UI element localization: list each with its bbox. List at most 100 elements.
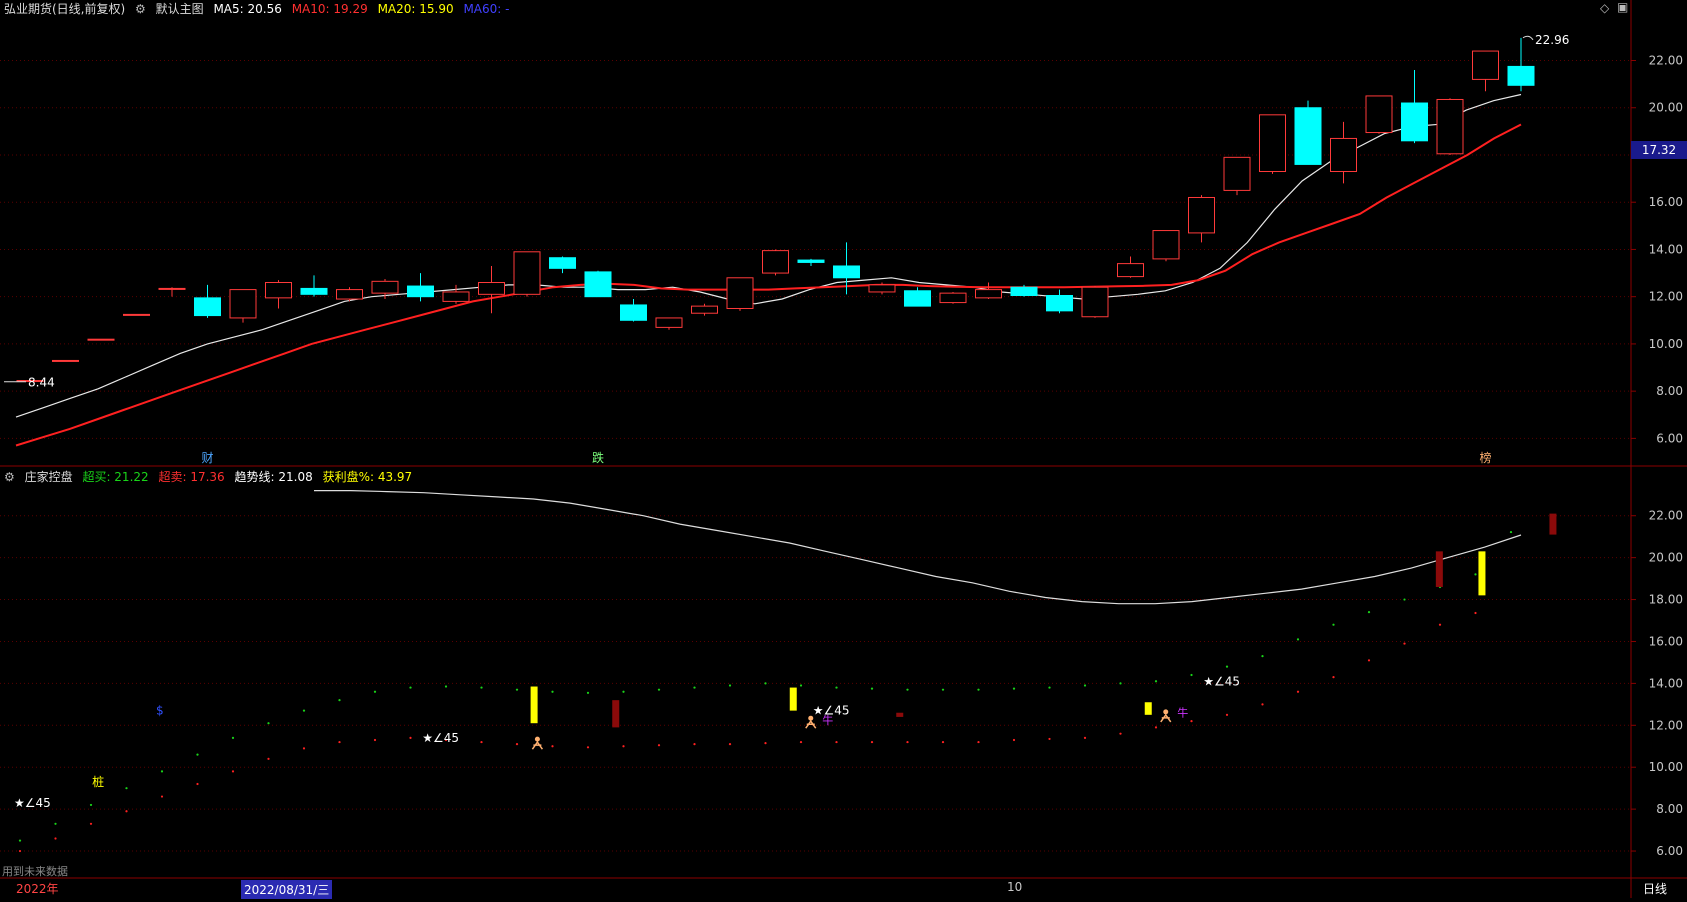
candle: [229, 289, 257, 323]
candle: [158, 287, 186, 297]
overbought-dot: [409, 686, 412, 689]
sub-tick-label: 16.00: [1649, 634, 1683, 648]
candle-body-up: [726, 277, 754, 309]
settings-icon[interactable]: ⚙: [135, 2, 146, 16]
ma5-label: MA5: 20.56: [213, 2, 282, 16]
oversold-dot: [1190, 720, 1193, 723]
sub-y-axis: 6.00 8.00 10.00 12.00 14.00 16.00 18.00 20.00 22…: [1631, 509, 1683, 858]
candle: [52, 359, 79, 362]
candle-body-up: [336, 289, 363, 300]
indicator-title[interactable]: 庄家控盘: [24, 470, 73, 484]
oversold-dot: [338, 740, 341, 744]
candle: [1152, 230, 1180, 262]
candle-body-up: [975, 289, 1002, 299]
overbought-dot: [657, 688, 661, 691]
ma-lines: [15, 93, 1522, 447]
candle-body-up: [229, 289, 257, 319]
candle-body-up: [123, 313, 150, 316]
profit-bar: [789, 687, 797, 711]
oversold-dot: [870, 740, 874, 744]
candle-body-up: [478, 282, 505, 295]
oversold-dot: [728, 743, 732, 746]
candles[interactable]: [16, 37, 1535, 383]
candle-body-down: [797, 259, 825, 263]
chart-markers: 22.96 8.44 财 跌 榜: [4, 33, 1569, 465]
candle-body-down: [1401, 102, 1428, 142]
oversold-dot: [267, 757, 270, 760]
oversold-dot: [586, 746, 590, 749]
main-y-axis: 6.008.0010.0012.0014.0016.0018.0020.0022…: [1631, 54, 1683, 445]
candle-body-up: [52, 359, 79, 362]
candle: [300, 275, 328, 297]
candle-body-up: [1188, 196, 1215, 234]
candle-body-up: [158, 287, 186, 290]
cursor-date-label: 2022/08/31/三: [241, 880, 333, 899]
candle: [87, 338, 115, 341]
overbought-dot: [480, 686, 483, 689]
profit-bar: [1478, 551, 1486, 596]
person-icon-head: [534, 736, 540, 742]
overbought-dot: [1261, 655, 1264, 658]
candle: [407, 273, 434, 302]
oversold-dot: [1332, 675, 1335, 679]
sub-tick-label: 18.00: [1649, 593, 1683, 607]
candle-body-up: [939, 292, 967, 304]
candle: [975, 282, 1002, 300]
oversold-dot: [18, 849, 22, 853]
oversold-dot: [1296, 690, 1300, 693]
diamond-icon[interactable]: ◇: [1600, 1, 1610, 15]
candle: [1365, 95, 1393, 134]
overbought-dot: [1474, 573, 1477, 576]
sub-tick-label: 14.00: [1649, 676, 1683, 690]
profit-label: 获利盘%: 43.97: [322, 470, 413, 484]
candle-body-up: [1259, 114, 1286, 173]
oversold-dot: [693, 743, 696, 746]
overbought-dot: [54, 822, 57, 825]
overbought-dot: [1403, 598, 1406, 601]
candle: [1472, 50, 1499, 92]
oversold-dot: [906, 740, 909, 744]
oversold-dot: [160, 795, 164, 798]
main-tick-label: 6.00: [1656, 431, 1683, 445]
oversold-dot: [764, 742, 767, 745]
main-panel-bg: [0, 0, 1631, 466]
main-tick-label: 14.00: [1649, 242, 1683, 256]
oversold-dot: [835, 740, 838, 744]
candle-body-down: [1294, 107, 1322, 165]
oversold-dot: [1403, 642, 1406, 645]
candle: [194, 284, 221, 318]
indicator-series: ★∠45★∠45★∠45★∠45桩$牛牛: [14, 490, 1557, 853]
overbought-dot: [1296, 638, 1300, 641]
control-bar: [896, 712, 904, 717]
oversold-dot: [54, 837, 57, 840]
control-bar: [612, 700, 620, 728]
candle-body-up: [691, 305, 718, 314]
candle: [1117, 256, 1144, 278]
settings-icon-sub[interactable]: ⚙: [4, 470, 15, 484]
ma-line-ma10: [15, 123, 1522, 447]
candle: [1010, 284, 1038, 297]
overbought-label: 超买: 21.22: [82, 470, 149, 484]
oversold-dot: [977, 740, 980, 744]
ma10-label: MA10: 19.29: [291, 2, 368, 16]
period-label[interactable]: 日线: [1643, 882, 1668, 896]
overbought-dot: [1332, 623, 1335, 626]
trendline-label: 趋势线: 21.08: [234, 470, 313, 484]
candle-body-up: [16, 380, 44, 383]
main-tick-label: 12.00: [1649, 290, 1683, 304]
overbought-dot: [515, 688, 519, 691]
oversold-dot: [409, 736, 412, 739]
candle-body-up: [868, 284, 896, 293]
overbought-dot: [799, 684, 803, 687]
oversold-dot: [1474, 611, 1477, 615]
bull-flag-icon: 牛: [1177, 706, 1188, 720]
chart-label[interactable]: 默认主图: [155, 2, 204, 16]
oversold-dot: [799, 740, 803, 744]
panel-toggle-icon[interactable]: ▣: [1617, 0, 1629, 14]
candle: [1330, 121, 1357, 184]
overbought-dot: [338, 699, 341, 702]
indicator-annotation: ★∠45: [14, 796, 51, 810]
candle: [478, 265, 505, 314]
